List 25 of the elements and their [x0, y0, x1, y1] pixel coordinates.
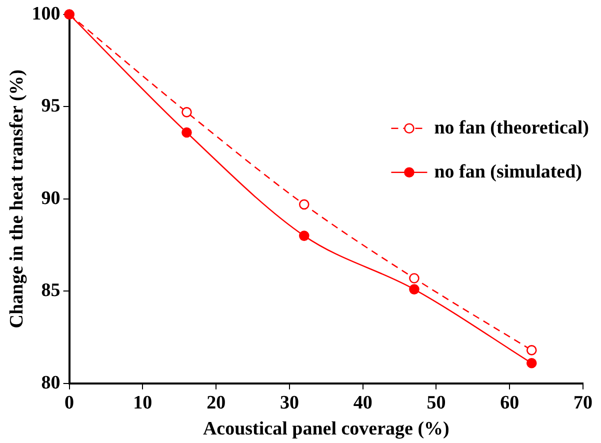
y-tick-label: 90	[41, 188, 60, 209]
x-tick-label: 70	[574, 392, 592, 414]
x-tick-label: 60	[500, 392, 520, 414]
x-axis-title: Acoustical panel coverage (%)	[202, 418, 450, 440]
y-axis-title: Change in the heat transfer (%)	[6, 70, 28, 328]
point	[409, 273, 420, 284]
x-tick-label: 0	[64, 392, 74, 414]
x-tick-label: 40	[353, 392, 372, 414]
x-tick-label: 50	[426, 392, 446, 414]
legend-label: no fan (simulated)	[434, 161, 582, 182]
point	[298, 199, 310, 210]
point	[298, 230, 310, 241]
point	[182, 107, 192, 118]
point	[526, 345, 537, 356]
x-tick-label: 30	[280, 392, 299, 414]
y-tick-label: 100	[32, 3, 60, 24]
x-tick-label: 20	[206, 392, 226, 414]
y-tick-label: 80	[41, 372, 60, 394]
y-tick-label: 95	[41, 96, 60, 117]
point	[409, 284, 420, 294]
x-tick-label: 10	[133, 392, 152, 414]
point	[526, 358, 537, 368]
point	[182, 127, 192, 138]
legend-label: no fan (theoretical)	[434, 117, 590, 138]
y-tick-label: 85	[41, 280, 60, 302]
